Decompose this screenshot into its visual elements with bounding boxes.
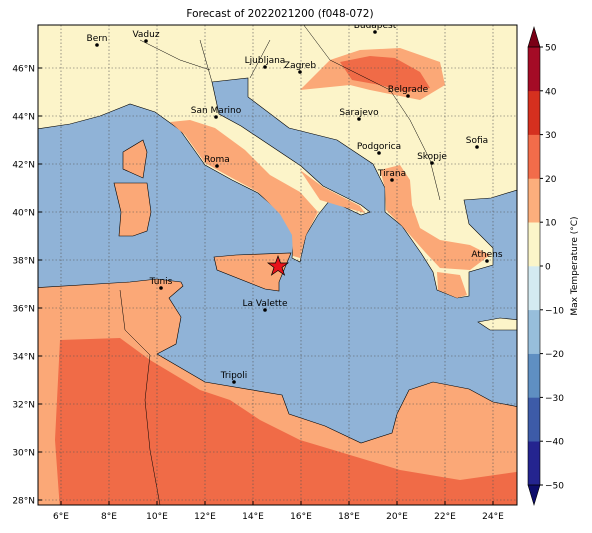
italy-warm [170,120,318,258]
y-tick-label: 28°N [12,497,35,507]
crete [477,317,517,331]
city-label: Tirana [377,169,406,179]
colorbar-band [528,266,540,311]
city-dot [475,145,479,149]
x-tick-label: 12°E [194,512,216,522]
x-tick-label: 24°E [482,512,504,522]
city-label: Athens [471,250,502,260]
colorbar-tick-label: −30 [545,394,564,404]
city-dot [263,308,267,312]
y-tick-label: 42°N [12,161,35,171]
y-tick-label: 30°N [12,449,35,459]
city-dot [95,43,99,47]
y-tick-label: 32°N [12,401,35,411]
colorbar-tick-label: 50 [545,44,557,54]
city-label: Tunis [149,277,173,287]
city-dot [232,380,236,384]
colorbar-band [528,178,540,223]
y-tick-label: 36°N [12,305,35,315]
x-tick-label: 16°E [290,512,312,522]
x-tick-label: 6°E [53,512,69,522]
city-dot [406,94,410,98]
colorbar-tick-label: 30 [545,131,557,141]
colorbar-tick-label: −50 [545,482,564,492]
city-dot [373,30,377,34]
city-dot [485,259,489,263]
colorbar-band [528,309,540,354]
city-dot [377,151,381,155]
city-dot [215,164,219,168]
apulia-warm [300,170,365,213]
africa-hot [55,338,517,505]
city-label: Sofia [466,136,488,146]
city-label: Roma [204,155,230,165]
x-tick-label: 18°E [338,512,360,522]
y-tick-label: 38°N [12,257,35,267]
colorbar: −50 −40 −30 −20 −10 0 10 20 30 40 50 [527,25,564,507]
y-tick-label: 44°N [12,113,35,123]
map-frame [37,24,518,506]
colorbar-tick-label: −20 [545,350,564,360]
x-tick-label: 22°E [434,512,456,522]
city-label: La Valette [243,299,288,309]
colorbar-band [528,441,540,486]
title: Forecast of 2022021200 (f048-072) [186,8,373,20]
city-label: Sarajevo [339,108,379,118]
colorbar-band [528,47,540,92]
city-label: Vaduz [132,30,159,40]
pannonia-hot [340,56,430,92]
sardinia [113,182,152,237]
colorbar-tick-label: 0 [545,263,551,273]
city-dot [298,70,302,74]
borders [119,25,441,505]
city-label: Tripoli [220,371,248,381]
colorbar-band [528,353,540,398]
sicily [213,252,292,292]
greece-warm [437,272,467,298]
city-label: Skopje [417,152,447,162]
x-tick-label: 8°E [101,512,117,522]
city-dot [144,39,148,43]
axes: 6°E 8°E 10°E 12°E 14°E 16°E 18°E 20°E 22°E 24°E 28… [12,65,504,523]
city-label: Zagreb [284,61,316,71]
star-marker [266,254,290,276]
x-tick-label: 20°E [386,512,408,522]
city-label: Bern [87,34,108,44]
x-tick-label: 14°E [242,512,264,522]
x-tick-label: 10°E [146,512,168,522]
albania-warm [380,165,490,270]
colorbar-tick-label: −40 [545,438,564,448]
city-dot [390,178,394,182]
city-dot [357,117,361,121]
city-label: Podgorica [357,142,401,152]
colorbar-band [528,397,540,442]
colorbar-tick-label: 20 [545,175,557,185]
city-dot [263,65,267,69]
city-dot [159,286,163,290]
city-dot [214,115,218,119]
colorbar-tick-label: 10 [545,219,557,229]
grid [38,25,517,505]
city-label: Ljubljana [245,56,286,66]
colorbar-tick-label: 40 [545,87,557,97]
corsica [122,139,148,179]
colorbar-band [528,134,540,179]
y-tick-label: 40°N [12,209,35,219]
city-label: Budapest [354,21,397,31]
colorbar-label: Max Temperature (°C) [570,216,580,315]
colorbar-extend [527,484,541,507]
city-dot [430,161,434,165]
city-label: San Marino [191,106,242,116]
city-label: Belgrade [388,85,429,95]
colorbar-extend [527,25,541,48]
colorbar-tick-label: −10 [545,306,564,316]
y-tick-label: 34°N [12,353,35,363]
colorbar-band [528,222,540,267]
colorbar-band [528,90,540,135]
y-tick-label: 46°N [12,65,35,75]
